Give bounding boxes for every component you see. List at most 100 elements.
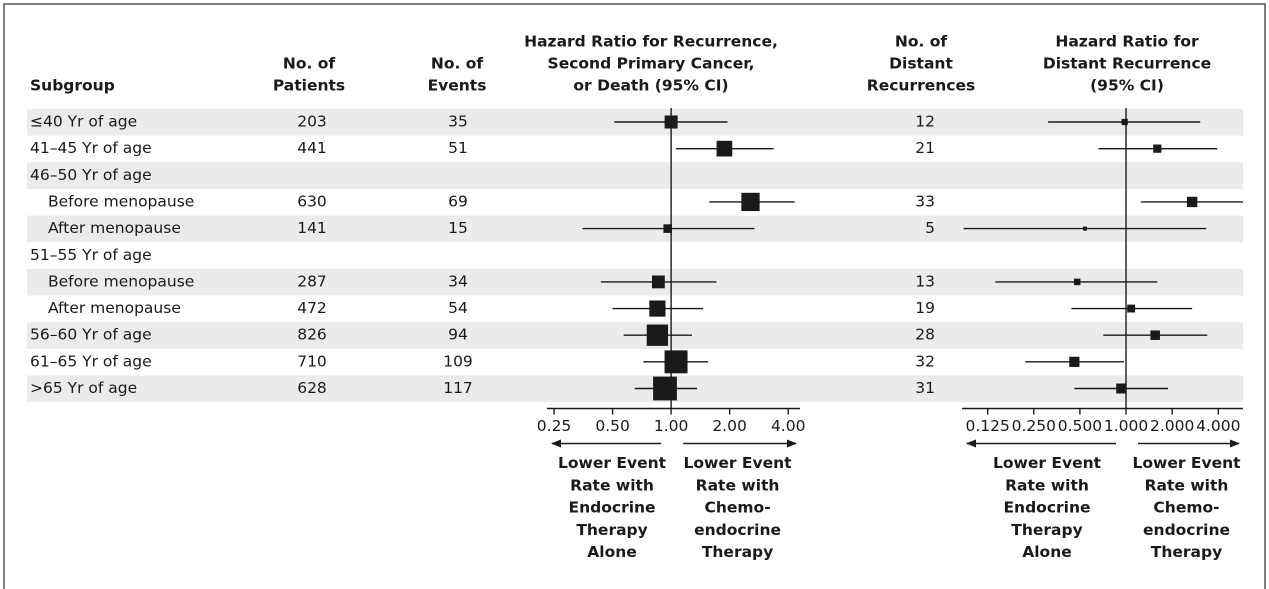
subgroup-label: 46–50 Yr of age — [30, 166, 152, 184]
direction-label: endocrine — [1143, 521, 1230, 539]
point-estimate — [649, 300, 666, 317]
point-estimate — [1116, 383, 1127, 394]
direction-label: Rate with — [570, 476, 654, 494]
direction-label: Alone — [587, 543, 637, 561]
events: 109 — [443, 352, 473, 370]
events: 51 — [448, 139, 468, 157]
direction-label: Lower Event — [684, 454, 793, 472]
distant: 19 — [915, 299, 935, 317]
subgroup-label: 61–65 Yr of age — [30, 352, 152, 370]
column-header: Events — [428, 77, 487, 95]
direction-label: Lower Event — [1132, 454, 1241, 472]
tick-label: 1.00 — [654, 417, 689, 435]
distant: 32 — [915, 352, 935, 370]
patients: 441 — [297, 139, 327, 157]
point-estimate — [646, 324, 669, 346]
point-estimate — [716, 140, 733, 157]
tick-label: 2.00 — [712, 417, 747, 435]
column-header: (95% CI) — [1090, 77, 1164, 95]
point-estimate — [664, 350, 688, 374]
direction-label: Rate with — [1005, 476, 1089, 494]
direction-label: Therapy — [1151, 543, 1222, 561]
direction-label: Therapy — [1011, 521, 1082, 539]
events: 54 — [448, 299, 468, 317]
point-estimate — [1121, 118, 1128, 126]
subgroup-label: 56–60 Yr of age — [30, 326, 152, 344]
distant: 28 — [915, 326, 935, 344]
direction-label: Chemo- — [1153, 499, 1219, 517]
point-estimate — [1153, 144, 1162, 153]
tick-label: 0.50 — [595, 417, 630, 435]
events: 34 — [448, 272, 468, 290]
distant: 5 — [925, 219, 935, 237]
direction-label: Therapy — [702, 543, 773, 561]
distant: 33 — [915, 192, 935, 210]
point-estimate — [663, 224, 672, 233]
point-estimate — [1186, 196, 1198, 208]
patients: 710 — [297, 352, 327, 370]
direction-label: Chemo- — [704, 499, 770, 517]
point-estimate — [1069, 356, 1080, 367]
tick-label: 4.000 — [1196, 417, 1240, 435]
patients: 630 — [297, 192, 327, 210]
events: 117 — [443, 379, 473, 397]
subgroup-label: ≤40 Yr of age — [30, 113, 137, 131]
events: 94 — [448, 326, 468, 344]
column-header: Second Primary Cancer, — [548, 55, 755, 73]
column-header: Hazard Ratio for — [1055, 33, 1199, 51]
column-header: Hazard Ratio for Recurrence, — [524, 33, 778, 51]
point-estimate — [741, 192, 760, 212]
column-header: No. of — [283, 55, 336, 73]
direction-label: Therapy — [576, 521, 647, 539]
subgroup-label: 41–45 Yr of age — [30, 139, 152, 157]
point-estimate — [1073, 278, 1081, 286]
tick-label: 4.00 — [771, 417, 806, 435]
subgroup-label: >65 Yr of age — [30, 379, 137, 397]
events: 15 — [448, 219, 468, 237]
patients: 628 — [297, 379, 327, 397]
patients: 472 — [297, 299, 327, 317]
column-header: No. of — [895, 33, 948, 51]
distant: 13 — [915, 272, 935, 290]
column-header: Distant Recurrence — [1043, 55, 1211, 73]
direction-label: Lower Event — [993, 454, 1102, 472]
column-header: Recurrences — [867, 77, 975, 95]
subgroup-label: After menopause — [48, 299, 181, 317]
column-header: Distant — [889, 55, 953, 73]
tick-label: 0.500 — [1058, 417, 1102, 435]
point-estimate — [653, 376, 677, 401]
tick-label: 0.250 — [1012, 417, 1056, 435]
column-header: Subgroup — [30, 77, 115, 95]
frame — [3, 3, 1266, 589]
point-estimate — [1150, 330, 1160, 340]
tick-label: 0.125 — [965, 417, 1009, 435]
distant: 31 — [915, 379, 935, 397]
tick-label: 0.25 — [537, 417, 572, 435]
distant: 21 — [915, 139, 935, 157]
distant: 12 — [915, 113, 935, 131]
tick-label: 1.000 — [1104, 417, 1148, 435]
direction-label: Endocrine — [569, 499, 656, 517]
point-estimate — [651, 275, 665, 289]
tick-label: 2.000 — [1150, 417, 1194, 435]
row-band — [27, 162, 1243, 189]
point-estimate — [664, 115, 678, 129]
subgroup-label: Before menopause — [48, 272, 194, 290]
direction-label: endocrine — [694, 521, 781, 539]
point-estimate — [1127, 304, 1136, 313]
column-header: or Death (95% CI) — [573, 77, 728, 95]
content: Subgroup No. of Patients No. of Events Hazard… — [30, 33, 1243, 561]
direction-label: Rate with — [696, 476, 780, 494]
patients: 826 — [297, 326, 327, 344]
point-estimate — [1083, 226, 1088, 231]
direction-label: Rate with — [1145, 476, 1229, 494]
patients: 203 — [297, 113, 327, 131]
patients: 141 — [297, 219, 327, 237]
column-header: Patients — [273, 77, 345, 95]
row-bands — [27, 109, 1243, 403]
direction-label: Alone — [1022, 543, 1072, 561]
direction-label: Lower Event — [558, 454, 667, 472]
events: 69 — [448, 192, 468, 210]
direction-label: Endocrine — [1003, 499, 1090, 517]
